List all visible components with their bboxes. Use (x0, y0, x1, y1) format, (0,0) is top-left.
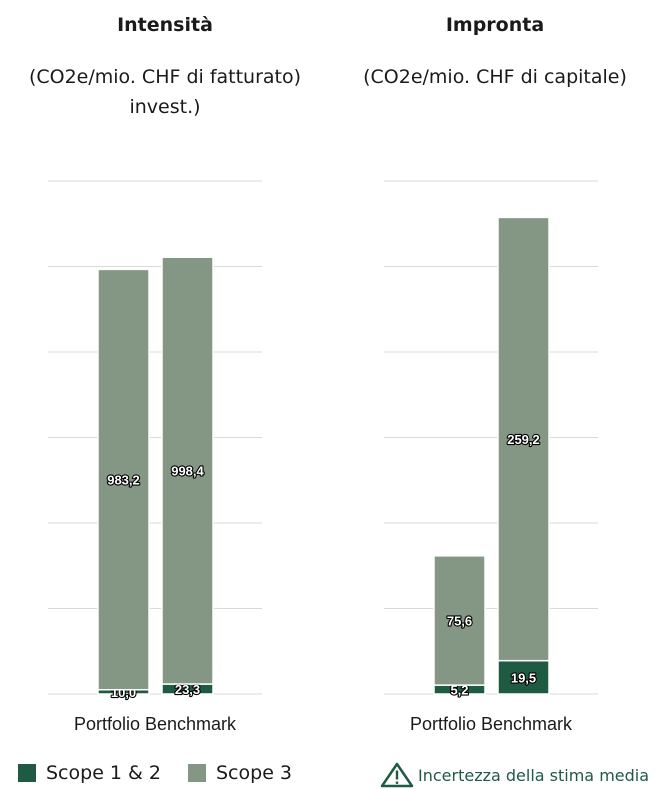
x-axis-label: Portfolio Benchmark (74, 714, 237, 734)
bar-scope3 (433, 555, 486, 686)
bar-scope12 (497, 659, 550, 695)
chart-subtitle-footprint: (CO2e/mio. CHF di capitale) (330, 62, 660, 92)
x-axis-label: Portfolio Benchmark (410, 714, 573, 734)
bar-scope3 (97, 268, 150, 691)
chart-subtitle-intensity: (CO2e/mio. CHF di fatturato) invest.) (0, 62, 330, 122)
warning-triangle-icon (380, 762, 414, 788)
data-label: 998,4 (171, 464, 204, 479)
data-label: 983,2 (107, 473, 140, 488)
legend-label-uncertainty: Incertezza della stima media (418, 765, 650, 785)
legend-item-uncertainty: Incertezza della stima media (380, 762, 649, 788)
legend-item-scope3: Scope 3 (188, 762, 292, 784)
data-label: 75,6 (447, 613, 472, 628)
bar-scope3 (497, 216, 550, 662)
chart-title-intensity: Intensità (117, 14, 213, 36)
data-label: 19,5 (511, 670, 536, 685)
legend-swatch-scope3 (188, 764, 206, 782)
chart-title-footprint: Impronta (445, 14, 545, 36)
legend-label-scope3: Scope 3 (216, 762, 293, 784)
subtitle-line-2: invest.) (129, 96, 201, 118)
subtitle-line-1: (CO2e/mio. CHF di fatturato) (28, 66, 302, 88)
bar-scope3 (161, 256, 214, 685)
legend-label-scope12: Scope 1 & 2 (46, 762, 161, 784)
data-label: 259,2 (507, 432, 540, 447)
subtitle-line-1: (CO2e/mio. CHF di capitale) (363, 66, 627, 88)
legend-swatch-scope12 (18, 764, 36, 782)
data-label: 23,3 (175, 682, 200, 697)
legend-item-scope12: Scope 1 & 2 (18, 762, 161, 784)
